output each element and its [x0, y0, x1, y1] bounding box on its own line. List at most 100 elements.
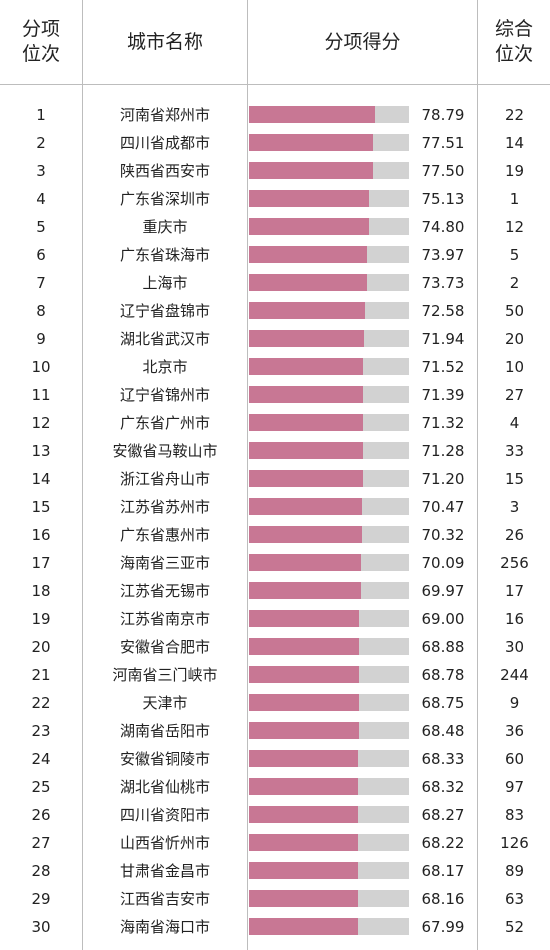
rank-label: 2 — [36, 134, 46, 152]
overall-rank-label: 22 — [504, 106, 525, 124]
score-bar — [249, 330, 364, 347]
rank-label: 9 — [36, 330, 46, 348]
rank-label: 20 — [31, 638, 51, 656]
city-label: 海南省海口市 — [119, 918, 210, 936]
score-label: 72.58 — [421, 302, 465, 320]
rank-label: 17 — [31, 554, 51, 572]
overall-rank-label: 26 — [504, 526, 525, 544]
score-bar — [249, 386, 363, 403]
bar-track — [249, 554, 409, 571]
city-label: 海南省三亚市 — [119, 554, 210, 572]
score-bar — [249, 890, 358, 907]
city-label: 湖北省武汉市 — [119, 330, 210, 348]
header-divider — [0, 84, 550, 85]
column-divider — [82, 0, 83, 950]
city-label: 浙江省舟山市 — [119, 470, 210, 488]
score-label: 71.52 — [421, 358, 465, 376]
bar-track — [249, 414, 409, 431]
table-row: 12 广东省广州市 71.32 4 — [0, 409, 550, 437]
table-row: 17 海南省三亚市 70.09 256 — [0, 549, 550, 577]
score-label: 68.27 — [421, 806, 465, 824]
bar-track — [249, 190, 409, 207]
header-rank: 分项 位次 — [0, 0, 82, 84]
table-row: 18 江苏省无锡市 69.97 17 — [0, 577, 550, 605]
score-label: 71.20 — [421, 470, 465, 488]
table-row: 13 安徽省马鞍山市 71.28 33 — [0, 437, 550, 465]
score-label: 68.78 — [421, 666, 465, 684]
overall-rank-label: 12 — [504, 218, 525, 236]
table-row: 4 广东省深圳市 75.13 1 — [0, 185, 550, 213]
overall-rank-label: 1 — [509, 190, 520, 208]
score-label: 68.22 — [421, 834, 465, 852]
score-bar — [249, 862, 358, 879]
table-row: 25 湖北省仙桃市 68.32 97 — [0, 773, 550, 801]
rank-label: 7 — [36, 274, 46, 292]
rank-label: 11 — [31, 386, 51, 404]
city-label: 山西省忻州市 — [119, 834, 210, 852]
rank-label: 6 — [36, 246, 46, 264]
bar-track — [249, 694, 409, 711]
bar-track — [249, 134, 409, 151]
overall-rank-label: 19 — [504, 162, 525, 180]
overall-rank-label: 63 — [504, 890, 525, 908]
city-label: 广东省广州市 — [119, 414, 210, 432]
score-bar — [249, 750, 358, 767]
table-row: 14 浙江省舟山市 71.20 15 — [0, 465, 550, 493]
overall-rank-label: 4 — [509, 414, 520, 432]
city-label: 江苏省苏州市 — [119, 498, 210, 516]
overall-rank-label: 244 — [500, 666, 529, 684]
rank-label: 8 — [36, 302, 46, 320]
city-label: 江苏省南京市 — [119, 610, 210, 628]
score-bar — [249, 190, 369, 207]
bar-track — [249, 918, 409, 935]
city-label: 重庆市 — [142, 218, 188, 236]
table-row: 15 江苏省苏州市 70.47 3 — [0, 493, 550, 521]
overall-rank-label: 5 — [509, 246, 520, 264]
column-divider — [477, 0, 478, 950]
score-bar — [249, 722, 359, 739]
score-label: 69.00 — [421, 610, 465, 628]
bar-track — [249, 610, 409, 627]
rank-label: 3 — [36, 162, 46, 180]
rank-label: 18 — [31, 582, 51, 600]
table-row: 16 广东省惠州市 70.32 26 — [0, 521, 550, 549]
score-bar — [249, 106, 375, 123]
header-overall: 综合 位次 — [478, 0, 550, 84]
table-row: 2 四川省成都市 77.51 14 — [0, 129, 550, 157]
bar-track — [249, 498, 409, 515]
bar-track — [249, 246, 409, 263]
rank-label: 22 — [31, 694, 51, 712]
score-bar — [249, 218, 369, 235]
score-label: 71.39 — [421, 386, 465, 404]
score-label: 77.51 — [421, 134, 465, 152]
overall-rank-label: 14 — [504, 134, 525, 152]
score-bar — [249, 498, 362, 515]
city-label: 广东省珠海市 — [119, 246, 210, 264]
city-label: 陕西省西安市 — [119, 162, 210, 180]
score-bar — [249, 834, 358, 851]
city-label: 天津市 — [142, 694, 188, 712]
score-bar — [249, 358, 363, 375]
overall-rank-label: 16 — [504, 610, 525, 628]
rank-label: 24 — [31, 750, 51, 768]
score-label: 70.09 — [421, 554, 465, 572]
score-label: 68.75 — [421, 694, 465, 712]
bar-track — [249, 750, 409, 767]
rank-label: 26 — [31, 806, 51, 824]
bar-track — [249, 218, 409, 235]
city-label: 广东省惠州市 — [119, 526, 210, 544]
score-bar — [249, 610, 359, 627]
header-score-label: 分项得分 — [324, 30, 401, 53]
bar-track — [249, 582, 409, 599]
bar-track — [249, 330, 409, 347]
score-label: 68.32 — [421, 778, 465, 796]
score-bar — [249, 246, 367, 263]
score-label: 75.13 — [421, 190, 465, 208]
table-row: 22 天津市 68.75 9 — [0, 689, 550, 717]
table-row: 7 上海市 73.73 2 — [0, 269, 550, 297]
bar-track — [249, 806, 409, 823]
overall-rank-label: 50 — [504, 302, 525, 320]
overall-rank-label: 83 — [504, 806, 525, 824]
bar-track — [249, 162, 409, 179]
rank-label: 23 — [31, 722, 51, 740]
